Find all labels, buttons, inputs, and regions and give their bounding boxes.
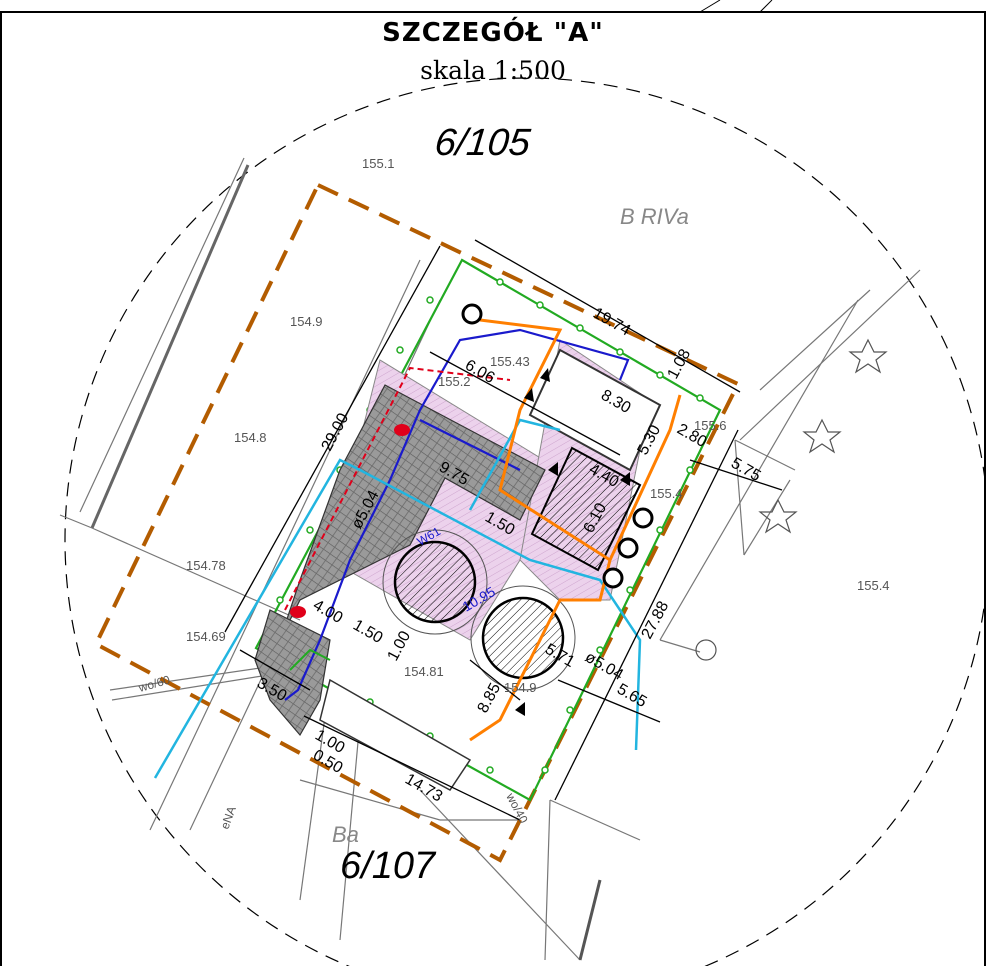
dimension: 1.00 xyxy=(385,628,415,664)
elevation: 154.78 xyxy=(186,558,226,573)
dimension: 8.85 xyxy=(475,680,505,716)
electric-marker xyxy=(394,424,410,436)
building xyxy=(528,348,662,472)
tree-symbols xyxy=(695,338,888,661)
gas-line-branch xyxy=(608,394,682,561)
elevation: 155.1 xyxy=(362,156,395,171)
elevation: 155.4 xyxy=(650,486,683,501)
parcel-south-label: 6/107 xyxy=(340,845,437,887)
elevation-labels: 155.1 154.9 154.8 154.78 154.69 155.4 15… xyxy=(186,156,890,695)
land-use-ne-label: B RIVa xyxy=(620,204,689,229)
green-pipe xyxy=(289,648,331,671)
parcel-north-label: 6/105 xyxy=(433,122,533,164)
detail-title: SZCZEGÓŁ "A" xyxy=(382,18,604,48)
top-edge-mark xyxy=(699,0,721,13)
dimension: 5.65 xyxy=(614,681,650,711)
dimension: 19.74 xyxy=(590,305,633,340)
building-hatched xyxy=(530,446,642,572)
elevation: 154.69 xyxy=(186,629,226,644)
elevation: 155.4 xyxy=(857,578,890,593)
tank-1 xyxy=(393,540,477,624)
elevation: 154.9 xyxy=(290,314,323,329)
elevation: 155.43 xyxy=(490,354,530,369)
elevation: 154.8 xyxy=(234,430,267,445)
tank-1-ring xyxy=(382,529,488,635)
detail-circle xyxy=(64,77,986,966)
parcel-boundary xyxy=(93,182,741,863)
dimension: 1.50 xyxy=(350,617,386,647)
tank-2 xyxy=(481,596,565,680)
elevation: 155.6 xyxy=(694,418,727,433)
electric-line xyxy=(284,366,511,611)
scale-label: skala 1:500 xyxy=(420,56,566,85)
wells xyxy=(461,303,654,589)
tank-2-ring xyxy=(470,585,576,691)
carport xyxy=(319,678,472,791)
elevation: 155.2 xyxy=(438,374,471,389)
dimension: 5.75 xyxy=(728,455,764,485)
water-line-branch xyxy=(419,419,521,471)
flow-arrows xyxy=(515,368,630,716)
top-edge-mark xyxy=(759,0,773,13)
electric-marker xyxy=(290,606,306,618)
utility-label: eNA xyxy=(218,804,239,831)
paving-block xyxy=(254,609,331,737)
elevation: 154.9 xyxy=(504,680,537,695)
sheet-border xyxy=(0,11,986,966)
storm-line-branch xyxy=(468,418,561,511)
elevation: 154.81 xyxy=(404,664,444,679)
dimension-lines xyxy=(224,239,783,821)
dimension: 29.00 xyxy=(319,410,353,453)
water-line xyxy=(284,328,630,701)
storm-line xyxy=(153,458,642,779)
dimension: 4.00 xyxy=(310,597,346,627)
land-use-s-label: Ba xyxy=(332,822,359,847)
